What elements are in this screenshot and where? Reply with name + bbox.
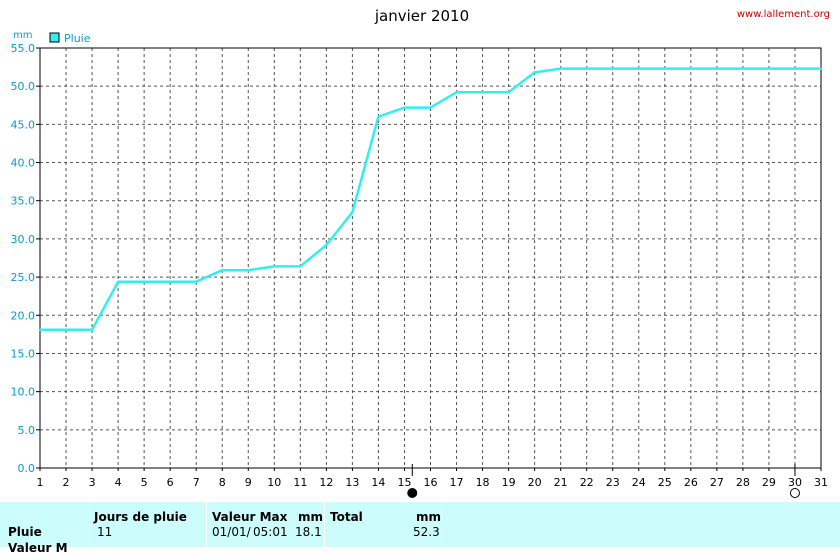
stats-row-label-2: Valeur M <box>8 541 68 555</box>
data-point <box>273 265 276 268</box>
x-tick-label: 23 <box>606 476 620 489</box>
data-point <box>221 269 224 272</box>
total-unit-header: mm <box>416 510 442 524</box>
stats-row-label: Pluie <box>8 525 42 539</box>
y-tick-label: 50.0 <box>11 80 36 93</box>
y-tick-label: 45.0 <box>11 118 36 131</box>
data-point <box>533 71 536 74</box>
legend-label: Pluie <box>64 32 91 45</box>
data-point <box>351 211 354 213</box>
moon-phase-markers <box>407 464 800 498</box>
x-tick-label: 7 <box>193 476 200 489</box>
y-tick-label: 25.0 <box>11 271 36 284</box>
x-tick-label: 19 <box>502 476 516 489</box>
x-tick-label: 17 <box>450 476 464 489</box>
y-tick-label: 20.0 <box>11 309 36 322</box>
y-tick-label: 40.0 <box>11 157 36 170</box>
y-tick-label: 15.0 <box>11 347 36 360</box>
x-tick-label: 1 <box>37 476 44 489</box>
data-point <box>299 265 302 268</box>
stats-divider <box>89 502 90 547</box>
chart-title: janvier 2010 <box>374 7 469 25</box>
rain-days-value: 11 <box>97 525 113 539</box>
data-point <box>377 115 380 118</box>
data-point <box>39 328 41 331</box>
data-point <box>325 244 328 246</box>
x-tick-label: 14 <box>371 476 385 489</box>
series-line-pluie <box>40 67 821 332</box>
rain-chart: janvier 2010 www.lallement.org mm Pluie … <box>11 7 830 498</box>
max-unit-header: mm <box>298 510 324 524</box>
x-tick-label: 2 <box>63 476 70 489</box>
x-tick-label: 6 <box>167 476 174 489</box>
data-point <box>247 269 250 272</box>
grid <box>40 48 821 468</box>
stats-divider <box>324 502 325 547</box>
data-point <box>429 106 432 109</box>
data-point <box>117 280 119 283</box>
x-tick-label: 5 <box>141 476 148 489</box>
x-tick-label: 30 <box>788 476 802 489</box>
x-tick-label: 3 <box>89 476 96 489</box>
max-value: 18.1 <box>295 525 322 539</box>
x-tick-label: 24 <box>632 476 646 489</box>
x-tick-label: 26 <box>684 476 698 489</box>
x-tick-label: 4 <box>115 476 122 489</box>
moon-new-icon <box>789 488 800 498</box>
y-tick-label: 0.0 <box>18 462 36 475</box>
x-tick-label: 9 <box>245 476 252 489</box>
y-tick-label: 5.0 <box>18 424 36 437</box>
x-tick-label: 20 <box>528 476 542 489</box>
x-tick-label: 27 <box>710 476 724 489</box>
moon-full-icon <box>407 488 418 498</box>
x-tick-label: 28 <box>736 476 750 489</box>
data-point <box>195 280 197 283</box>
y-tick-label: 55.0 <box>11 42 36 55</box>
total-value: 52.3 <box>413 525 440 539</box>
max-date: 01/01/ <box>212 525 251 539</box>
legend-swatch <box>49 32 60 43</box>
y-tick-label: 30.0 <box>11 233 36 246</box>
y-tick-label: 35.0 <box>11 195 36 208</box>
stats-panel: Pluie Valeur M Jours de pluie 11 Valeur … <box>0 502 840 555</box>
x-tick-label: 12 <box>319 476 333 489</box>
x-tick-label: 31 <box>814 476 828 489</box>
data-point <box>455 91 458 94</box>
data-point <box>507 91 510 94</box>
stats-divider <box>206 502 207 547</box>
data-point <box>91 328 93 331</box>
data-point <box>559 67 562 70</box>
site-url: www.lallement.org <box>737 9 830 20</box>
y-unit-label: mm <box>13 30 32 41</box>
x-tick-label: 22 <box>580 476 594 489</box>
y-tick-label: 10.0 <box>11 386 36 399</box>
x-tick-label: 18 <box>476 476 490 489</box>
x-tick-label: 16 <box>424 476 438 489</box>
x-tick-label: 11 <box>293 476 307 489</box>
total-header: Total <box>330 510 363 524</box>
x-tick-label: 10 <box>267 476 281 489</box>
y-axis: 0.0 5.0 10.0 15.0 20.0 25.0 30.0 35.0 40.0 45.0 50… <box>11 42 40 475</box>
max-time: 05:01 <box>253 525 288 539</box>
max-value-header: Valeur Max <box>212 510 288 524</box>
rain-days-header: Jours de pluie <box>94 510 187 524</box>
x-axis: 1 2 3 4 5 6 7 8 9 10 11 12 13 14 15 16 17 18 19 20 21 22 23 24 2… <box>37 468 828 489</box>
x-tick-label: 25 <box>658 476 672 489</box>
x-tick-label: 8 <box>219 476 226 489</box>
x-tick-label: 13 <box>345 476 359 489</box>
x-tick-label: 15 <box>397 476 411 489</box>
x-tick-label: 29 <box>762 476 776 489</box>
data-point <box>820 67 822 70</box>
series-layer <box>39 67 822 332</box>
x-tick-label: 21 <box>554 476 568 489</box>
data-point <box>403 106 406 109</box>
stats-divider <box>441 502 442 547</box>
